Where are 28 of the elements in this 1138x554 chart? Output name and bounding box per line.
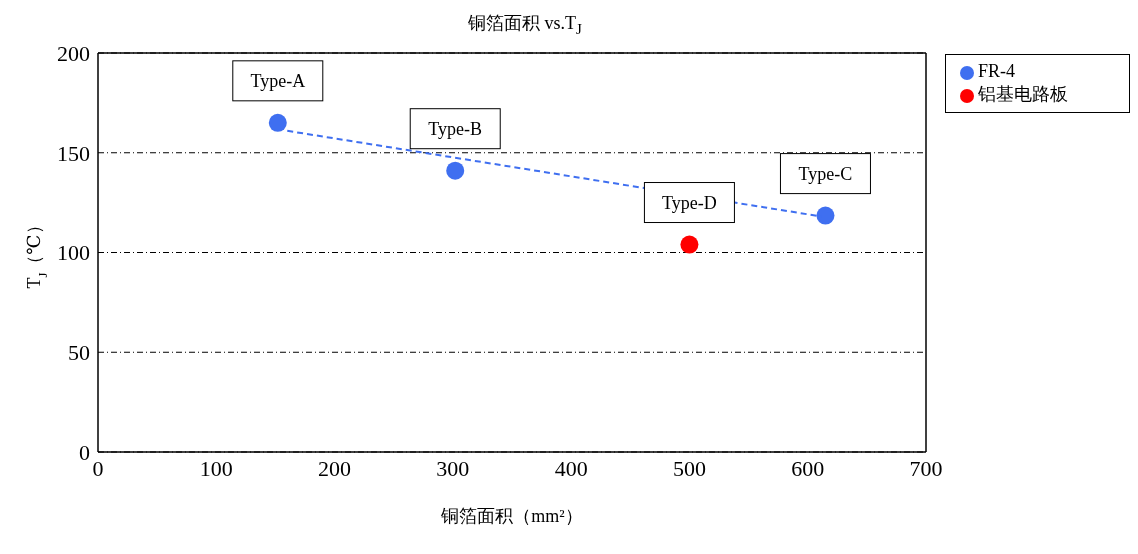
legend-label: FR-4 xyxy=(978,61,1016,81)
y-tick-label: 150 xyxy=(57,140,90,166)
y-tick-label: 200 xyxy=(57,40,90,66)
y-tick-label: 0 xyxy=(79,439,90,465)
x-tick-label: 200 xyxy=(318,455,352,481)
point xyxy=(446,161,465,180)
point xyxy=(680,235,699,254)
label-box: Type-C xyxy=(779,153,871,195)
label-box: Type-B xyxy=(409,108,501,150)
point xyxy=(816,206,835,225)
annotation: Type-D xyxy=(662,192,717,213)
x-tick-label: 500 xyxy=(672,455,706,481)
x-tick-label: 300 xyxy=(436,455,470,481)
annotation: Type-C xyxy=(798,163,853,184)
y-tick-label: 100 xyxy=(57,240,90,266)
chart-title: 铜箔面积 vs.T$_{J}$ xyxy=(467,12,583,39)
label-box: Type-A xyxy=(232,60,324,102)
point xyxy=(268,113,287,132)
label-box: Type-D xyxy=(643,182,735,223)
legend-label: 铝基电路板 xyxy=(978,84,1068,104)
y-tick-label: 50 xyxy=(68,340,90,366)
annotation: Type-B xyxy=(428,118,483,139)
x-axis-title: 铜箔面积（mm²） xyxy=(440,506,583,526)
x-tick-label: 400 xyxy=(554,455,588,481)
x-tick-label: 600 xyxy=(791,455,825,481)
annotation: Type-A xyxy=(250,70,306,91)
x-tick-label: 100 xyxy=(199,455,233,481)
x-tick-label: 700 xyxy=(909,455,943,481)
